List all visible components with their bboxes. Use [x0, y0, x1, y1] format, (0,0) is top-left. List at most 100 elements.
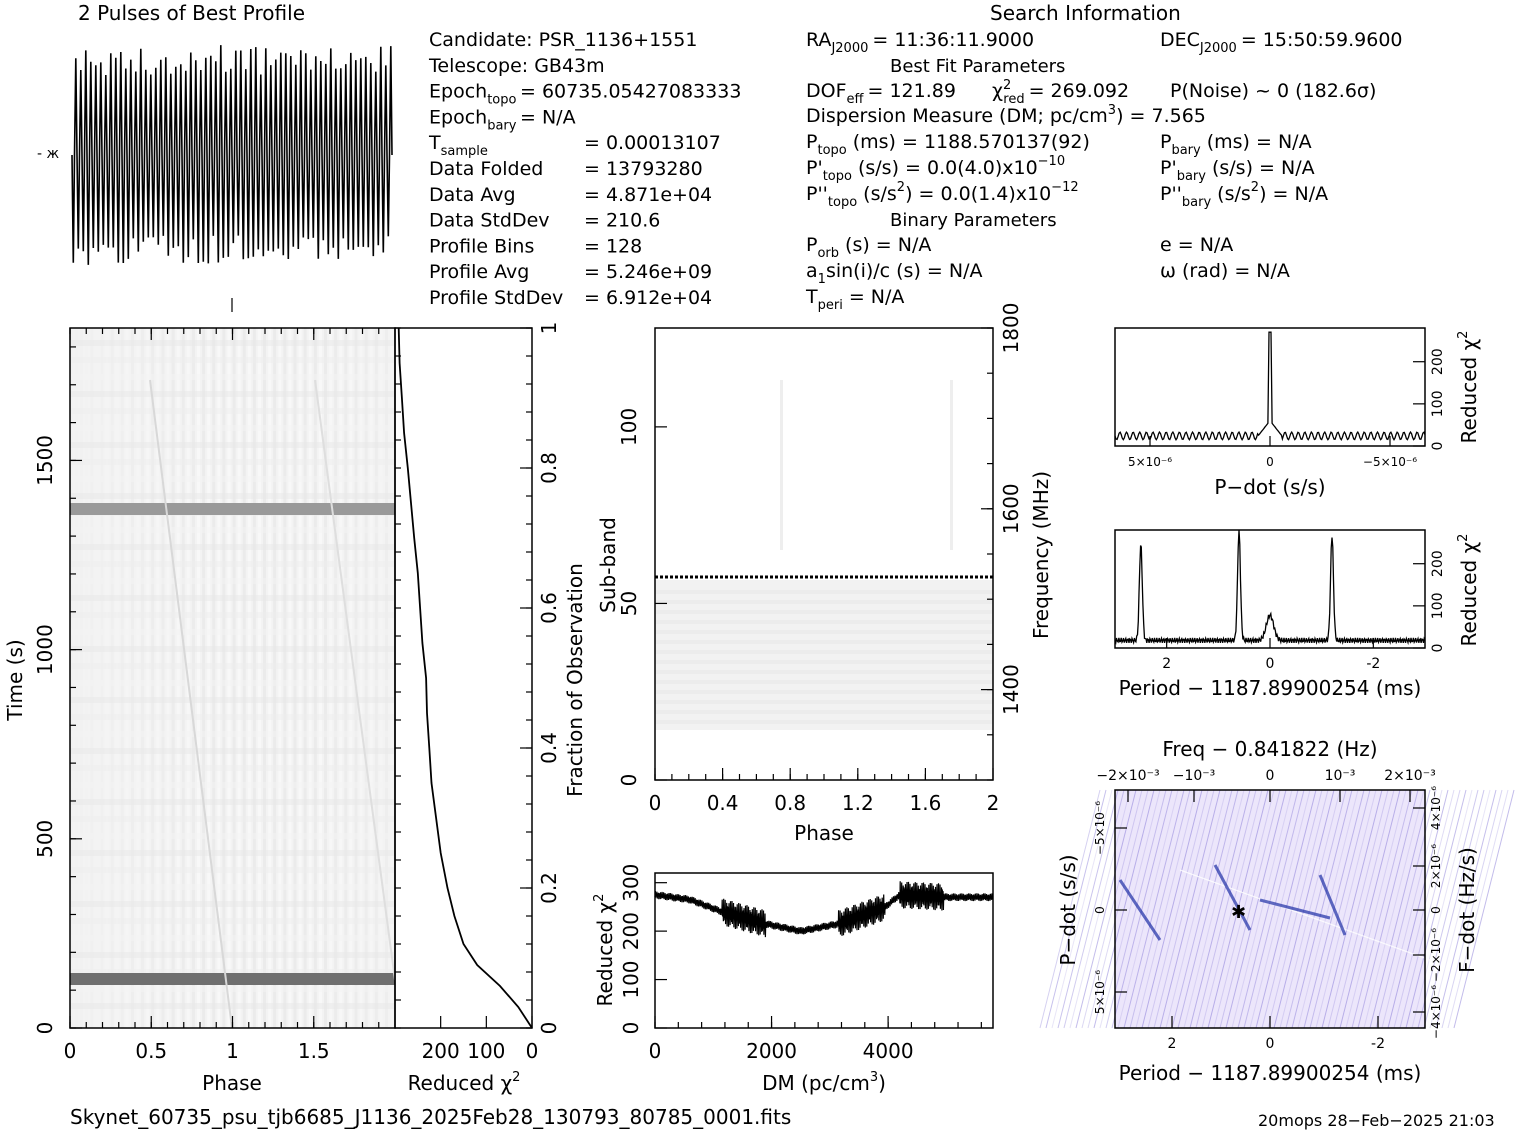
- time-row: [70, 442, 395, 448]
- time-row: [70, 969, 395, 975]
- y-tick-label: 0: [537, 1022, 561, 1035]
- y2-tick-label: −2×10⁻⁶: [1429, 928, 1443, 982]
- profile-line: [71, 45, 393, 265]
- subband-pulse-trace: [950, 380, 953, 550]
- pdp-texture: [1339, 789, 1401, 1029]
- tperi-row: Tperi = N/A: [805, 286, 904, 313]
- time-row: [70, 595, 395, 601]
- chi2-period-curve: [1114, 529, 1426, 646]
- x-tick-label: 1.5: [298, 1039, 330, 1063]
- pdp-texture: [1285, 789, 1347, 1029]
- stripe: [171, 328, 175, 1028]
- stripe: [130, 328, 134, 1028]
- stripe: [384, 328, 388, 1028]
- pdp-texture: [1111, 789, 1173, 1029]
- y2-tick-label: 1800: [999, 303, 1023, 354]
- pdp-texture: [1363, 789, 1425, 1029]
- bright-row-low: [70, 973, 395, 985]
- pdp-texture: [1411, 789, 1473, 1029]
- time-row: [70, 544, 395, 550]
- pdp-texture: [1255, 789, 1317, 1029]
- y-tick-label: 0: [1430, 644, 1446, 653]
- time-row: [70, 408, 395, 414]
- pdp-texture: [1309, 789, 1371, 1029]
- y-axis-label: Reduced χ2: [1456, 534, 1481, 647]
- stripe: [298, 328, 302, 1028]
- chi2-dm-plot: 0 2000 4000 0 100 200 300 DM (pc/cm3) Reduced χ2: [592, 864, 994, 1095]
- pdp-texture: [1357, 789, 1419, 1029]
- y-tick-label: −5×10⁻⁶: [1093, 801, 1107, 855]
- stripe: [313, 328, 317, 1028]
- porb-row: Porb (s) = N/A: [806, 234, 931, 261]
- time-row: [70, 901, 395, 907]
- stripe: [227, 328, 231, 1028]
- x-tick-label: 0: [526, 1039, 539, 1063]
- stripe: [318, 328, 322, 1028]
- ptopo-row: Ptopo (ms) = 1188.570137(92): [806, 131, 1090, 158]
- stripe: [247, 328, 251, 1028]
- footer-filename: Skynet_60735_psu_tjb6685_J1136_2025Feb28…: [70, 1105, 791, 1129]
- stripe: [263, 328, 267, 1028]
- y-axis-label: P−dot (s/s): [1056, 854, 1080, 965]
- info-row: Tsample = 0.00013107: [428, 132, 721, 159]
- stripe: [379, 328, 383, 1028]
- stripe: [90, 328, 94, 1028]
- x-axis-label: Reduced χ2: [408, 1070, 521, 1095]
- stripe: [344, 328, 348, 1028]
- time-row: [70, 357, 395, 363]
- pdp-texture: [1051, 789, 1113, 1029]
- pdp-texture: [1129, 789, 1191, 1029]
- pdp-texture: [1345, 789, 1407, 1029]
- pdot-bary-row: P'bary (s/s) = N/A: [1160, 157, 1315, 184]
- pdp-texture: [1069, 789, 1131, 1029]
- info-row: Profile Bins = 128: [429, 235, 642, 257]
- y-tick-label: 200: [1430, 550, 1446, 577]
- subband-row: [655, 690, 993, 694]
- y-axis-label: Sub-band: [596, 517, 620, 613]
- y2-tick-label: −4×10⁻⁶: [1429, 985, 1443, 1039]
- stripe: [237, 328, 241, 1028]
- time-row: [70, 867, 395, 873]
- x-tick-label: 4000: [863, 1039, 914, 1063]
- info-left-column: Candidate: PSR_1136+1551 Telescope: GB43m…: [428, 29, 741, 309]
- y-tick-label: 50: [617, 591, 641, 616]
- stripe: [217, 328, 221, 1028]
- stripe: [181, 328, 185, 1028]
- subband-row: [655, 620, 993, 624]
- time-row: [70, 731, 395, 737]
- x-tick-label: −5×10⁻⁶: [1363, 455, 1417, 469]
- time-row: [70, 578, 395, 584]
- pdp-texture: [1141, 789, 1203, 1029]
- stripe: [232, 328, 236, 1028]
- info-row: Profile Avg = 5.246e+09: [429, 261, 712, 283]
- y-tick-label: 100: [617, 408, 641, 446]
- y-tick-label: 100: [1430, 390, 1446, 417]
- y-tick-label: 100: [1430, 592, 1446, 619]
- stripe: [288, 328, 292, 1028]
- time-row: [70, 697, 395, 703]
- pdp-texture: [1279, 789, 1341, 1029]
- pdp-texture: [1435, 789, 1497, 1029]
- binary-title: Binary Parameters: [890, 210, 1057, 231]
- dm-row: Dispersion Measure (DM; pc/cm3) = 7.565: [806, 103, 1206, 127]
- x-tick-label: 200: [422, 1039, 460, 1063]
- stripe: [283, 328, 287, 1028]
- x2-tick-label: −10⁻³: [1173, 768, 1216, 784]
- ecc-row: e = N/A: [1160, 234, 1233, 256]
- best-fit-title: Best Fit Parameters: [890, 56, 1065, 77]
- pdp-texture: [1081, 789, 1143, 1029]
- chi2-row: χ2 red = 269.092: [992, 78, 1129, 107]
- subband-row: [655, 630, 993, 634]
- pdp-texture: [1447, 789, 1509, 1029]
- stripe: [115, 328, 119, 1028]
- x-tick-label: 0.4: [707, 791, 739, 815]
- time-row: [70, 799, 395, 805]
- pdp-texture: [1249, 789, 1311, 1029]
- pdp-texture: [1375, 789, 1437, 1029]
- x-axis-label: Phase: [794, 821, 854, 845]
- stripe: [369, 328, 373, 1028]
- time-row: [70, 493, 395, 499]
- pdp-texture: [1333, 789, 1395, 1029]
- pdp-texture: [1099, 789, 1161, 1029]
- subband-row: [655, 600, 993, 604]
